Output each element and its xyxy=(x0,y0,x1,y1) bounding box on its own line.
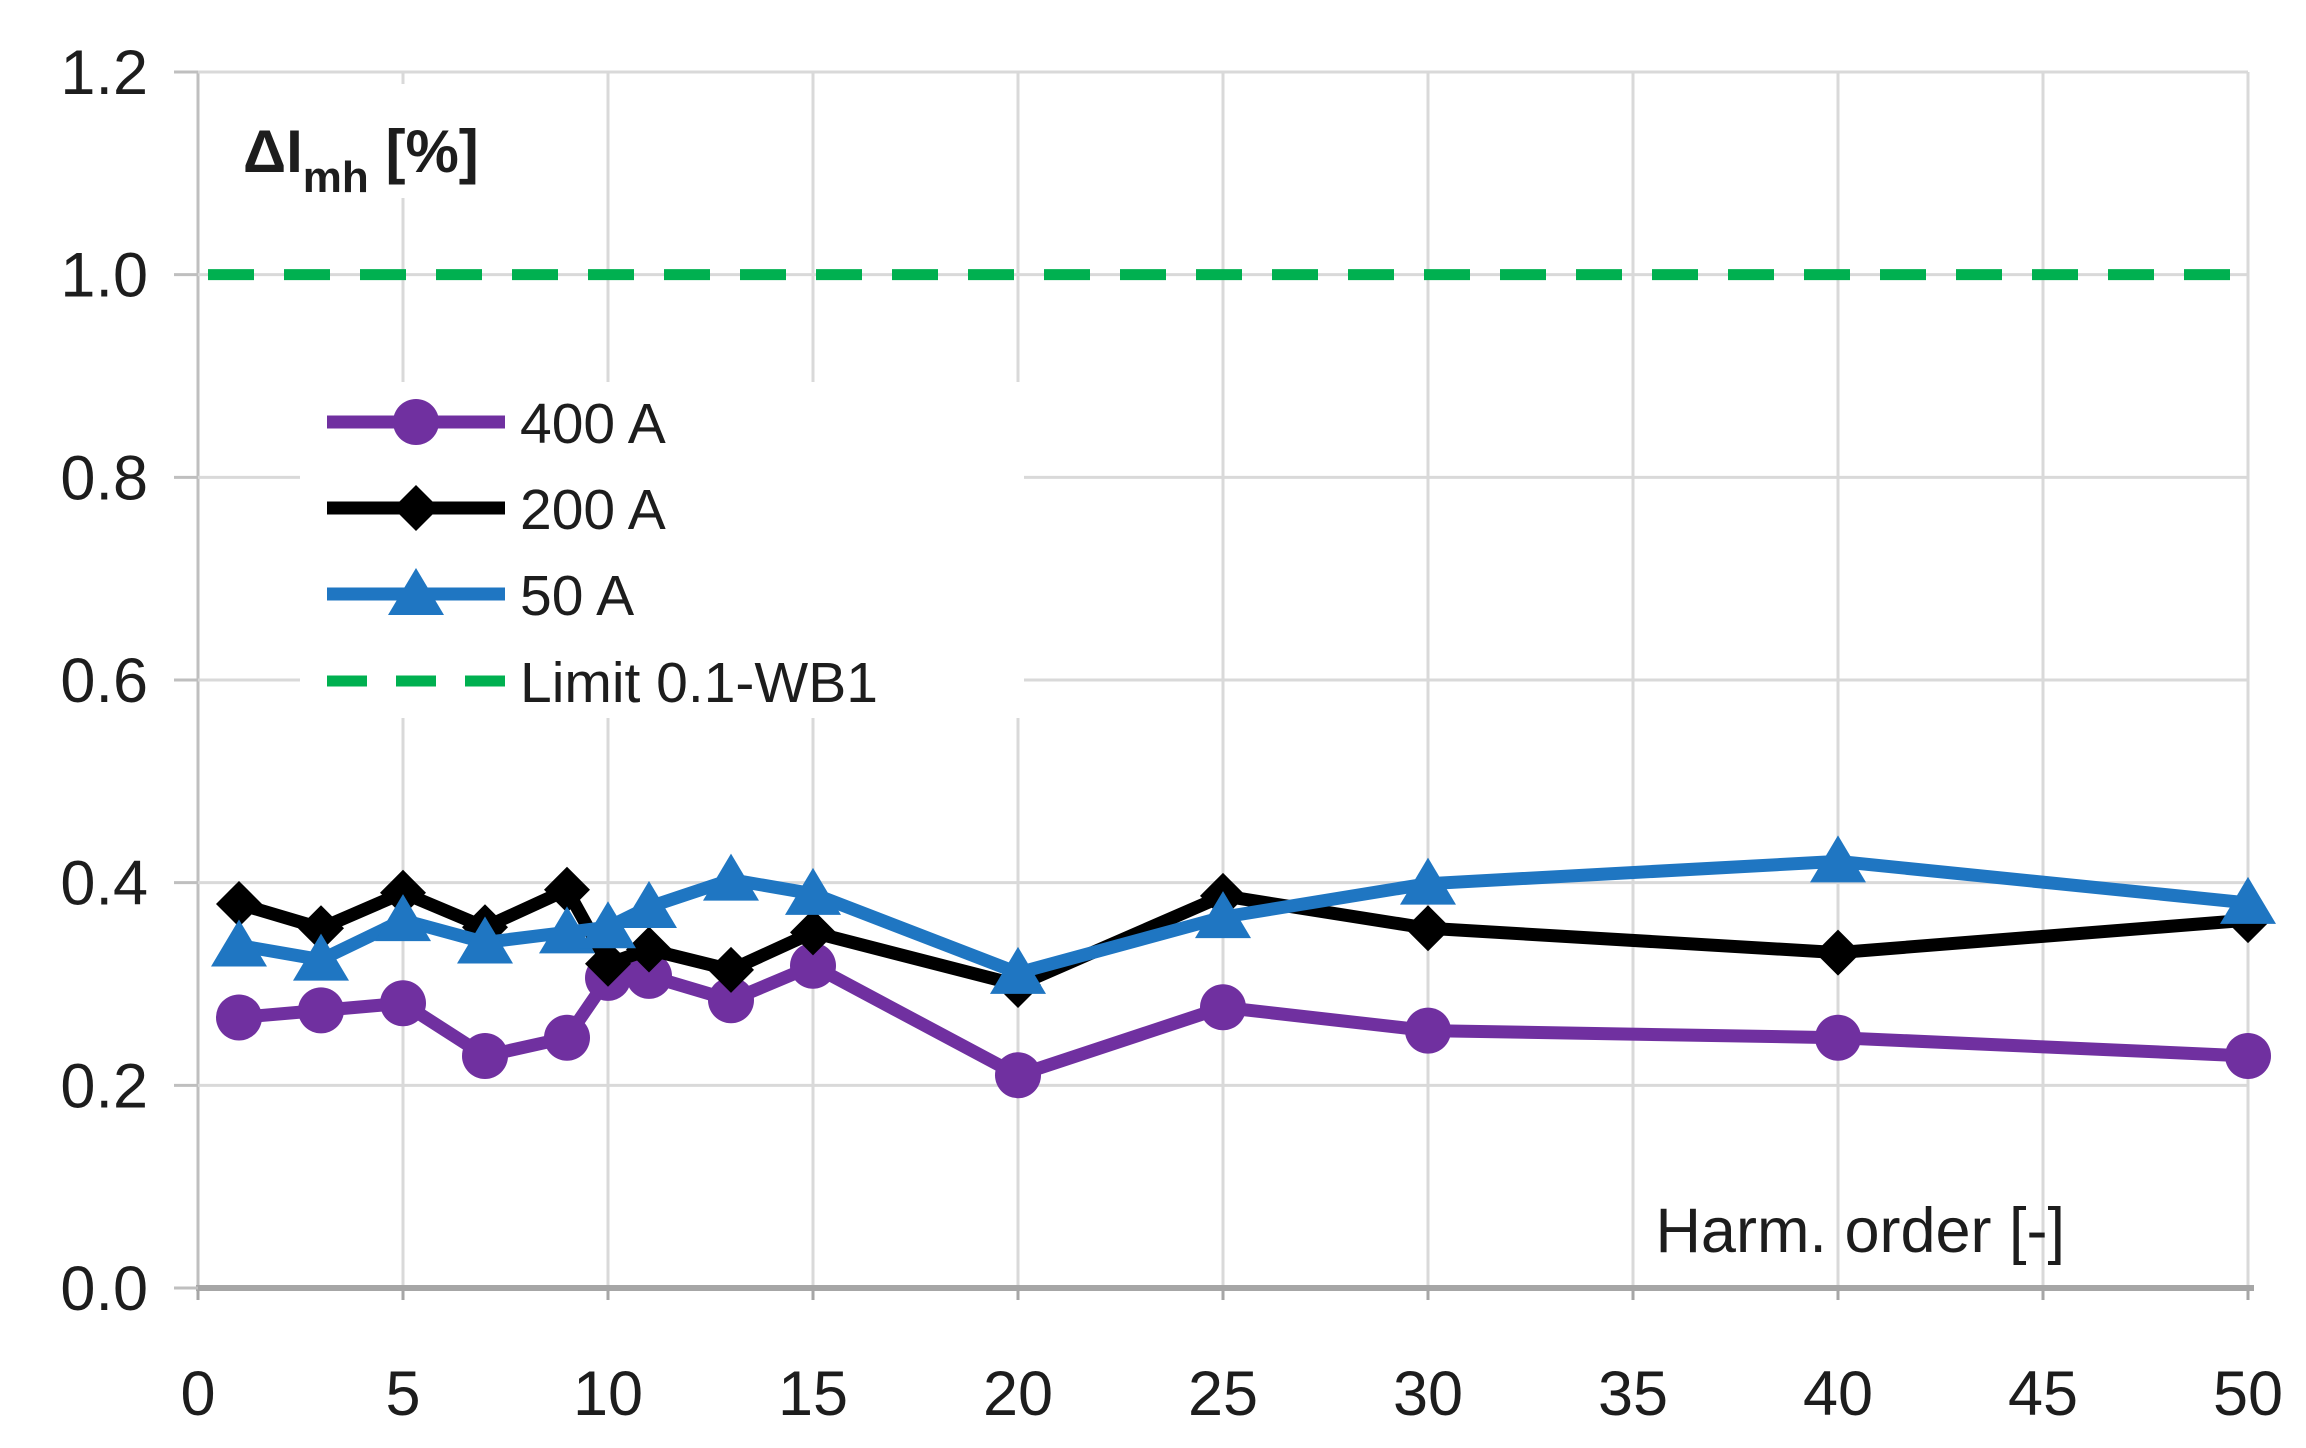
marker-200-A-h11 xyxy=(626,926,672,973)
axis-layer xyxy=(174,70,2254,1300)
legend-label-400A: 400 A xyxy=(520,392,666,456)
marker-400-A-h3 xyxy=(298,987,344,1034)
marker-50-A-h9 xyxy=(539,906,595,954)
x-tick-label-10: 10 xyxy=(573,1359,643,1429)
marker-50-A-h11 xyxy=(621,880,677,928)
y-tick-label-0.0: 0.0 xyxy=(60,1254,148,1324)
marker-400-A-h1 xyxy=(216,994,262,1041)
marker-200-A-h40 xyxy=(1815,929,1861,976)
y-tick-label-0.4: 0.4 xyxy=(60,849,148,919)
marker-400-A-h7 xyxy=(462,1032,508,1079)
legend-label-200A: 200 A xyxy=(520,478,666,542)
marker-400-A-h5 xyxy=(380,980,426,1027)
marker-50-A-h50 xyxy=(2220,876,2276,924)
legend-glyph-layer xyxy=(327,399,505,687)
marker-50-A-h7 xyxy=(457,916,513,964)
marker-50-A-h3 xyxy=(293,933,349,981)
marker-200-A-h5 xyxy=(380,869,426,916)
x-tick-label-40: 40 xyxy=(1803,1359,1873,1429)
marker-400-A-h20 xyxy=(995,1052,1041,1099)
y-tick-label-1.2: 1.2 xyxy=(60,38,148,108)
y-tick-label-0.6: 0.6 xyxy=(60,646,148,716)
x-tick-label-0: 0 xyxy=(180,1359,215,1429)
marker-200-A-h30 xyxy=(1405,905,1451,952)
marker-400-A-h40 xyxy=(1815,1014,1861,1061)
x-tick-label-5: 5 xyxy=(385,1359,420,1429)
legend-marker-50-A xyxy=(388,568,444,615)
series-line-400-A xyxy=(232,959,2255,1082)
chart-title: ΔImh [%] xyxy=(243,118,479,202)
marker-50-A-h20 xyxy=(990,946,1046,994)
x-tick-label-15: 15 xyxy=(778,1359,848,1429)
x-tick-label-50: 50 xyxy=(2213,1359,2283,1429)
marker-50-A-h15 xyxy=(785,867,841,915)
y-tick-label-0.8: 0.8 xyxy=(60,443,148,513)
series-line-50-A xyxy=(232,854,2255,980)
x-tick-label-30: 30 xyxy=(1393,1359,1463,1429)
marker-200-A-h3 xyxy=(298,905,344,952)
x-tick-label-35: 35 xyxy=(1598,1359,1668,1429)
marker-200-A-h9 xyxy=(544,866,590,913)
marker-200-A-h1 xyxy=(216,880,262,927)
marker-200-A-h15 xyxy=(790,909,836,956)
legend-marker-200-A xyxy=(393,485,439,531)
marker-50-A-h5 xyxy=(375,894,431,942)
tick-label-layer: 0.0 0.2 0.4 0.6 0.8 1.0 1.2 0 5 10 15 20 25 30 35 40 45 5… xyxy=(60,38,2283,1429)
y-tick-label-1.0: 1.0 xyxy=(60,241,148,311)
marker-400-A-h9 xyxy=(544,1014,590,1061)
marker-50-A-h25 xyxy=(1195,891,1251,939)
legend-label-limit: Limit 0.1-WB1 xyxy=(520,651,878,715)
title-background xyxy=(222,84,524,198)
legend-label-50A: 50 A xyxy=(520,564,634,628)
x-tick-label-45: 45 xyxy=(2008,1359,2078,1429)
marker-400-A-h13 xyxy=(708,977,754,1024)
marker-400-A-h25 xyxy=(1200,984,1246,1031)
marker-200-A-h10 xyxy=(585,940,631,987)
marker-400-A-h30 xyxy=(1405,1007,1451,1054)
series-layer xyxy=(211,835,2276,1099)
x-tick-label-25: 25 xyxy=(1188,1359,1258,1429)
x-tick-label-20: 20 xyxy=(983,1359,1053,1429)
marker-50-A-h13 xyxy=(703,853,759,901)
marker-50-A-h30 xyxy=(1400,857,1456,905)
marker-50-A-h40 xyxy=(1810,835,1866,883)
y-tick-label-0.2: 0.2 xyxy=(60,1051,148,1121)
x-axis-title: Harm. order [-] xyxy=(1655,1196,2065,1266)
marker-50-A-h10 xyxy=(580,901,636,949)
marker-50-A-h1 xyxy=(211,919,267,967)
marker-400-A-h11 xyxy=(626,952,672,999)
marker-200-A-h13 xyxy=(708,946,754,993)
marker-400-A-h15 xyxy=(790,942,836,989)
marker-400-A-h50 xyxy=(2225,1032,2271,1079)
legend-marker-400-A xyxy=(393,399,439,445)
